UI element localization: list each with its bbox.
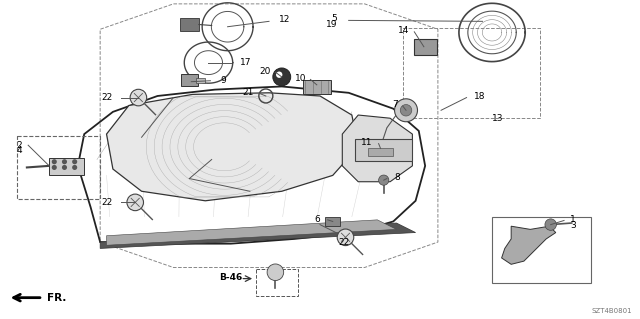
Circle shape [267,264,284,280]
Circle shape [72,165,77,170]
Text: 22: 22 [339,238,350,247]
Text: 10: 10 [294,74,306,83]
Circle shape [545,219,556,230]
Text: 13: 13 [492,114,504,123]
Bar [303,80,331,94]
Circle shape [400,105,412,116]
Text: SZT4B0801: SZT4B0801 [591,308,632,314]
Text: FR.: FR. [47,293,67,303]
Text: 7: 7 [392,100,397,109]
Text: 1: 1 [570,215,576,224]
Bar [368,148,393,156]
Text: 2: 2 [16,141,22,150]
Bar [325,217,340,226]
Circle shape [276,71,282,78]
Circle shape [62,165,67,170]
Text: 12: 12 [278,15,290,24]
Circle shape [379,175,389,185]
Polygon shape [106,220,396,245]
Text: B-46: B-46 [219,273,243,282]
Bar [181,74,198,86]
Bar [17,136,100,199]
Bar [492,217,591,283]
Text: 18: 18 [474,92,486,101]
Text: 11: 11 [361,138,372,147]
Polygon shape [100,223,415,249]
Polygon shape [106,93,358,201]
Text: 21: 21 [243,88,253,97]
Bar [180,18,199,31]
Polygon shape [502,226,556,264]
Text: 8: 8 [394,174,399,182]
Circle shape [52,165,57,170]
Circle shape [72,159,77,164]
Circle shape [127,194,143,211]
Circle shape [273,68,291,86]
Circle shape [52,159,57,164]
Bar [355,139,412,161]
Bar [403,28,540,118]
Text: 20: 20 [259,67,270,76]
Bar [49,158,84,175]
Bar [256,269,298,296]
Circle shape [62,159,67,164]
Text: 4: 4 [16,146,22,155]
Text: 6: 6 [314,215,320,224]
Text: 22: 22 [102,93,113,102]
Bar [196,78,205,83]
Circle shape [130,89,147,106]
Circle shape [394,99,417,122]
Text: 3: 3 [570,221,576,230]
Text: 19: 19 [326,20,337,29]
Text: 9: 9 [220,76,226,85]
Text: 22: 22 [102,198,113,207]
Bar [413,39,436,55]
Text: 14: 14 [398,26,409,35]
Circle shape [337,229,354,246]
Polygon shape [342,115,412,182]
Text: 17: 17 [241,58,252,67]
Text: 5: 5 [332,14,337,23]
